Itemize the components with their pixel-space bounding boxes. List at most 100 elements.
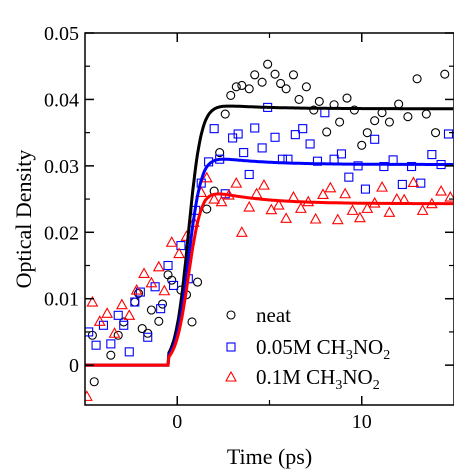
axis-ticks: 0 0.01 0.02 0.03 0.04 0.05 0 10 [44, 23, 454, 433]
data-point [407, 161, 417, 172]
legend-marker [226, 310, 236, 320]
data-point [324, 181, 337, 193]
legend-subscript: 2 [383, 348, 390, 363]
data-point [339, 187, 352, 199]
data-point [357, 140, 367, 150]
data-point [416, 204, 429, 215]
y-tick-label: 0.04 [44, 89, 79, 111]
data-point [250, 123, 260, 133]
data-point [294, 94, 304, 104]
data-point [85, 327, 94, 337]
data-point [440, 69, 450, 79]
x-tick-label: 10 [352, 411, 372, 433]
x-axis-label: Time (ps) [227, 444, 312, 469]
legend-label: 0.05M CH3NO2 [256, 335, 390, 363]
data-point [394, 99, 404, 109]
data-point [138, 267, 150, 279]
legend-text-part: 0.05M CH [256, 335, 346, 359]
data-point [305, 139, 315, 149]
data-point [91, 340, 101, 350]
data-point [361, 202, 374, 213]
data-point [192, 277, 203, 287]
data-point [258, 178, 270, 190]
data-point [106, 350, 116, 360]
data-point [294, 202, 307, 213]
legend-text-part: neat [256, 303, 291, 327]
data-point [349, 105, 359, 115]
data-point [235, 226, 248, 237]
data-point [298, 124, 308, 134]
legend-label: 0.1M CH3NO2 [256, 365, 380, 393]
data-point [276, 78, 286, 89]
data-point [230, 176, 243, 188]
data-point [226, 90, 236, 100]
data-point [158, 284, 171, 296]
legend-text-part: 0.1M CH [256, 365, 335, 389]
data-point [163, 260, 173, 271]
data-point [335, 117, 345, 127]
data-point [237, 80, 247, 91]
data-point [379, 161, 389, 172]
data-point [215, 148, 225, 158]
data-point [376, 180, 388, 192]
data-point [208, 192, 221, 204]
data-point [85, 390, 93, 401]
data-point [137, 324, 147, 334]
data-point [444, 190, 454, 202]
fit-curves [85, 104, 454, 367]
data-point [157, 299, 168, 309]
legend-marker [225, 370, 237, 382]
data-point [362, 128, 372, 138]
data-point [250, 187, 263, 199]
y-tick-label: 0.01 [44, 289, 79, 311]
data-point [101, 307, 114, 318]
data-point [353, 161, 363, 171]
y-tick-label: 0.02 [44, 222, 79, 244]
data-point [187, 317, 197, 327]
data-point [154, 316, 164, 326]
data-point [403, 112, 413, 122]
data-point [145, 276, 158, 288]
legend-subscript: 3 [335, 378, 342, 393]
data-point [93, 315, 106, 326]
data-point [384, 117, 394, 127]
data-point [165, 236, 178, 247]
data-point [329, 154, 339, 164]
y-tick-label: 0.05 [44, 23, 79, 45]
data-point [113, 310, 123, 320]
data-point [220, 109, 230, 119]
data-point [430, 128, 441, 138]
data-point [317, 188, 329, 199]
data-point [215, 195, 228, 207]
data-point [388, 155, 398, 165]
data-point [360, 184, 370, 194]
data-point [336, 149, 347, 159]
data-point [167, 275, 177, 285]
data-point [106, 339, 116, 349]
data-point [244, 84, 254, 94]
data-point [89, 377, 99, 387]
data-point [243, 200, 256, 212]
data-point [173, 247, 186, 259]
data-point [353, 211, 366, 223]
data-point [287, 190, 300, 202]
fit-curve-2 [85, 192, 454, 367]
data-point [233, 129, 243, 139]
data-point [443, 129, 454, 139]
data-point [123, 309, 136, 320]
legend-text-part: NO [353, 335, 383, 359]
data-point [124, 347, 134, 357]
data-point [263, 59, 273, 69]
data-point [130, 297, 140, 307]
data-point [169, 280, 179, 290]
data-point [257, 143, 267, 153]
data-point [342, 93, 352, 103]
data-point [314, 96, 324, 106]
data-point [427, 150, 437, 160]
y-tick-label: 0 [69, 355, 79, 377]
data-point [200, 171, 213, 183]
data-point [344, 172, 354, 182]
legend-subscript: 3 [346, 348, 353, 363]
legend-label: neat [256, 303, 291, 327]
